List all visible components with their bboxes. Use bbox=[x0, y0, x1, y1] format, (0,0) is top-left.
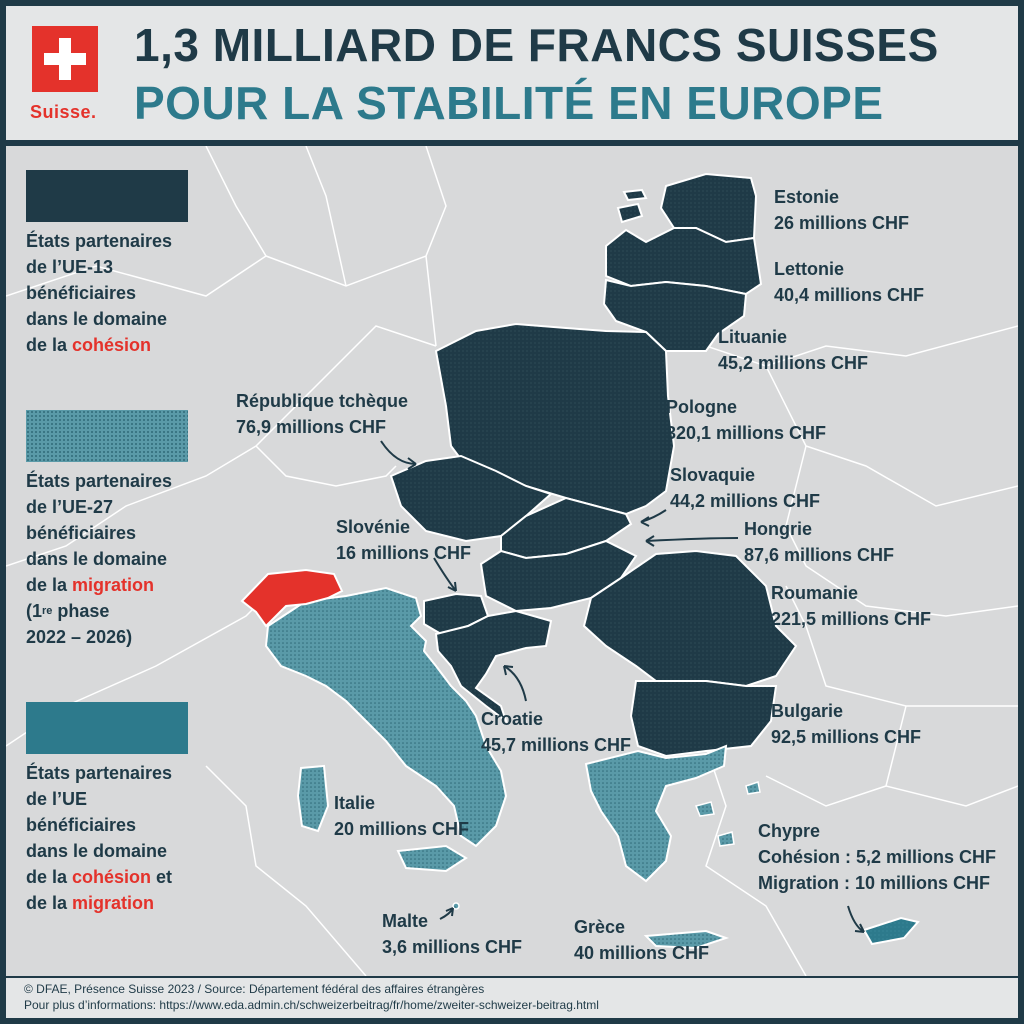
footer: © DFAE, Présence Suisse 2023 / Source: D… bbox=[6, 978, 1018, 1018]
sicily-shape bbox=[396, 844, 468, 873]
croatia-shape bbox=[434, 609, 553, 724]
label-slovaquie: Slovaquie 44,2 millions CHF bbox=[670, 465, 821, 511]
estonia-island-2 bbox=[622, 188, 648, 202]
legend-swatch-cohesion bbox=[26, 170, 188, 222]
arrow-czech bbox=[380, 440, 417, 465]
bulgaria-shape bbox=[629, 680, 778, 758]
label-malte: Malte 3,6 millions CHF bbox=[382, 911, 523, 957]
greece-shape bbox=[584, 744, 728, 883]
label-lettonie: Lettonie 40,4 millions CHF bbox=[774, 259, 925, 305]
greek-island-2 bbox=[717, 831, 735, 847]
flag-word: Suisse. bbox=[30, 102, 97, 122]
label-chypre: Chypre Cohésion : 5,2 millions CHF Migrati… bbox=[758, 821, 997, 893]
swiss-flag-logo: Suisse. bbox=[26, 22, 106, 126]
sardinia-shape bbox=[296, 764, 330, 833]
europe-map: États partenaires de l’UE-13 bénéficiair… bbox=[6, 146, 1018, 976]
crete-shape bbox=[643, 929, 730, 950]
label-tcheque: République tchèque 76,9 millions CHF bbox=[236, 391, 409, 437]
label-estonie: Estonie 26 millions CHF bbox=[774, 187, 910, 233]
label-pologne: Pologne 320,1 millions CHF bbox=[666, 397, 827, 443]
legend-text-migration: États partenaires de l’UE-27 bénéficiair… bbox=[26, 471, 173, 647]
label-arrows bbox=[380, 440, 865, 933]
italy-shape bbox=[264, 586, 508, 848]
arrow-croatia bbox=[503, 665, 527, 702]
footer-link[interactable]: Pour plus d’informations: https://www.ed… bbox=[24, 998, 599, 1012]
page-title: 1,3 MILLIARD DE FRANCS SUISSES bbox=[134, 19, 939, 71]
switzerland-shape bbox=[240, 568, 344, 628]
label-bulgarie: Bulgarie 92,5 millions CHF bbox=[771, 701, 922, 747]
lithuania-shape bbox=[602, 278, 748, 352]
legend-swatch-both bbox=[26, 702, 188, 754]
romania-shape bbox=[582, 549, 798, 688]
label-hongrie: Hongrie 87,6 millions CHF bbox=[744, 519, 895, 565]
legend-text-cohesion: États partenaires de l’UE-13 bénéficiair… bbox=[26, 231, 173, 355]
greek-island-3 bbox=[745, 781, 761, 795]
label-lituanie: Lituanie 45,2 millions CHF bbox=[718, 327, 869, 373]
czech-shape bbox=[389, 454, 553, 543]
footer-credits: © DFAE, Présence Suisse 2023 / Source: D… bbox=[24, 982, 485, 996]
malta-shape bbox=[452, 902, 460, 910]
page-subtitle: POUR LA STABILITÉ EN EUROPE bbox=[134, 77, 884, 129]
arrow-slovenia bbox=[433, 557, 457, 592]
label-grece: Grèce 40 millions CHF bbox=[574, 917, 710, 963]
greek-island-1 bbox=[694, 801, 715, 817]
estonia-island bbox=[616, 202, 644, 224]
legend-swatch-migration bbox=[26, 410, 188, 462]
cyprus-shape bbox=[862, 916, 920, 946]
map-svg bbox=[6, 146, 1018, 976]
header: Suisse. 1,3 MILLIARD DE FRANCS SUISSES P… bbox=[6, 6, 1018, 140]
legend-text-both: États partenaires de l’UE bénéficiaires … bbox=[26, 763, 173, 913]
label-italie: Italie 20 millions CHF bbox=[334, 793, 470, 839]
label-croatie: Croatie 45,7 millions CHF bbox=[481, 709, 632, 755]
label-slovenie: Slovénie 16 millions CHF bbox=[336, 517, 472, 563]
arrow-hungary bbox=[645, 537, 739, 542]
label-roumanie: Roumanie 221,5 millions CHF bbox=[771, 583, 932, 629]
